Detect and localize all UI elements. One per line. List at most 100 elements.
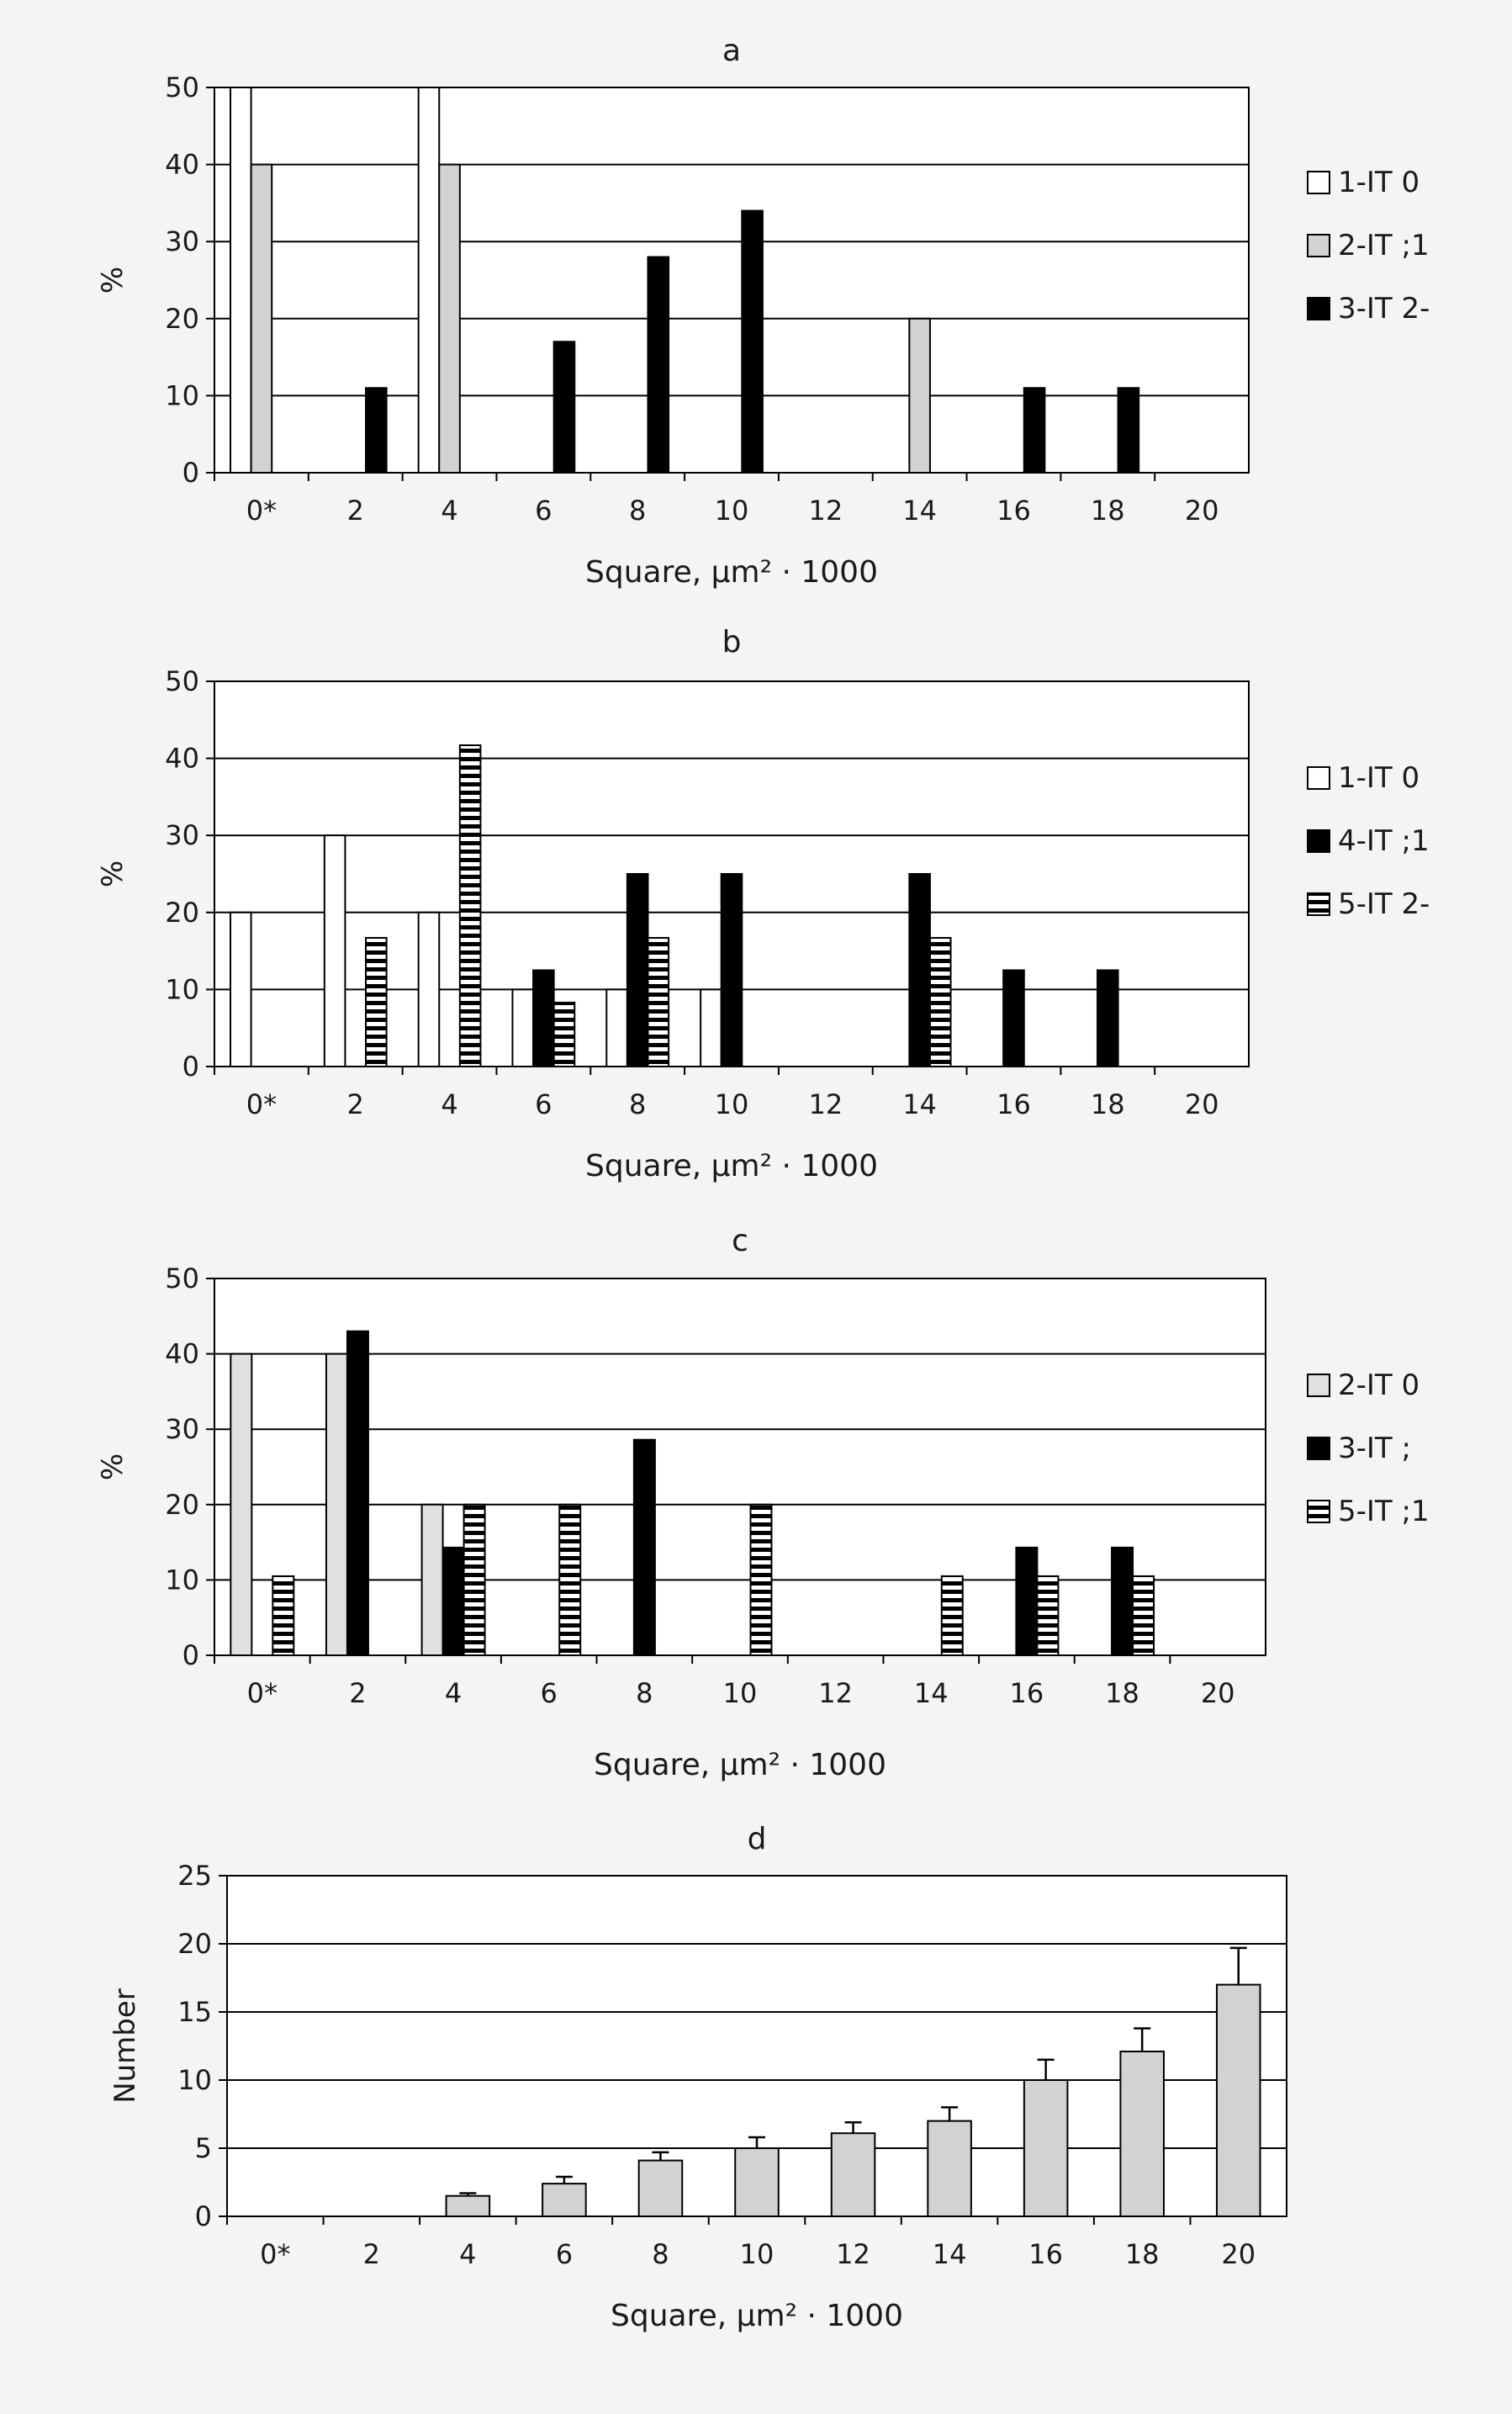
- x-tick-label: 4: [441, 1088, 457, 1120]
- x-tick-label: 2: [349, 1677, 366, 1709]
- y-axis-label: %: [96, 267, 130, 294]
- bar: [1132, 1575, 1155, 1657]
- y-tick-label: 50: [165, 1263, 199, 1294]
- x-tick-label: 4: [459, 2238, 476, 2270]
- bar: [605, 988, 628, 1068]
- bar: [1023, 387, 1046, 474]
- legend-swatch: [1307, 892, 1330, 916]
- x-tick-label: 14: [933, 2238, 967, 2270]
- x-tick-label: 0*: [246, 495, 277, 527]
- bar: [552, 341, 576, 474]
- legend-label: 3-IT 2-: [1338, 292, 1430, 326]
- legend-label: 4-IT ;1: [1338, 824, 1430, 858]
- chart-title: b: [722, 625, 742, 659]
- chart-title: a: [722, 34, 741, 68]
- y-tick-label: 0: [182, 1051, 199, 1083]
- bar: [441, 1546, 465, 1656]
- y-tick-label: 30: [165, 1413, 199, 1445]
- x-tick-label: 16: [997, 1088, 1031, 1120]
- x-axis-label: Square, µm² · 1000: [585, 555, 878, 590]
- plot-area: [214, 1278, 1266, 1656]
- bar: [417, 911, 441, 1068]
- y-tick-label: 10: [165, 973, 199, 1005]
- x-tick-label: 6: [535, 1088, 552, 1120]
- y-tick-label: 50: [165, 665, 199, 697]
- bar: [1119, 2050, 1165, 2217]
- bar: [741, 209, 764, 474]
- y-tick-label: 30: [165, 225, 199, 257]
- x-tick-label: 8: [652, 2238, 669, 2270]
- x-tick-label: 8: [629, 495, 646, 527]
- x-tick-label: 18: [1091, 1088, 1125, 1120]
- bar: [272, 1575, 295, 1657]
- chart-title: d: [748, 1822, 767, 1856]
- bar: [626, 873, 649, 1067]
- chart-panel-a: 0 10 20 30 40 50 0* 2 4 6 8 10 12 14 16 18 20 a Square, µm…: [96, 34, 1430, 590]
- bar: [438, 163, 461, 474]
- chart-panel-c: 0 10 20 30 40 50 0* 2 4 6 8 10 12 14 16 18 20 c Square, µm…: [96, 1224, 1430, 1782]
- bar: [230, 87, 252, 474]
- x-tick-label: 14: [902, 1088, 937, 1120]
- bar: [1215, 1983, 1261, 2218]
- y-tick-label: 10: [165, 1564, 199, 1596]
- x-tick-label: 18: [1125, 2238, 1160, 2270]
- y-tick-label: 5: [195, 2132, 212, 2164]
- bar: [632, 1438, 656, 1657]
- y-axis-label: %: [96, 1453, 130, 1480]
- y-tick-label: 50: [165, 71, 199, 103]
- x-tick-label: 16: [1028, 2238, 1063, 2270]
- x-axis-label: Square, µm² · 1000: [585, 1149, 878, 1183]
- x-tick-label: 4: [445, 1677, 462, 1709]
- legend-swatch: [1307, 1437, 1330, 1460]
- bar: [647, 256, 670, 474]
- x-tick-label: 14: [902, 495, 937, 527]
- bar: [1111, 1546, 1134, 1656]
- bar: [1096, 969, 1119, 1067]
- x-tick-label: 20: [1185, 495, 1219, 527]
- y-axis-label: %: [96, 860, 130, 887]
- x-tick-label: 16: [997, 495, 1031, 527]
- x-tick-label: 2: [363, 2238, 380, 2270]
- y-tick-label: 10: [165, 379, 199, 411]
- x-tick-label: 14: [914, 1677, 949, 1709]
- x-tick-label: 8: [629, 1088, 646, 1120]
- bar: [542, 2183, 587, 2218]
- bar: [346, 1330, 369, 1656]
- x-tick-label: 10: [723, 1677, 758, 1709]
- x-tick-label: 0*: [260, 2238, 290, 2270]
- bar: [749, 1503, 773, 1657]
- bar: [511, 988, 535, 1068]
- y-tick-label: 20: [177, 1928, 212, 1960]
- legend-swatch: [1307, 829, 1330, 853]
- bar: [365, 937, 388, 1067]
- y-tick-label: 20: [165, 1489, 199, 1521]
- x-axis-label: Square, µm² · 1000: [611, 2299, 903, 2333]
- x-tick-label: 12: [818, 1677, 853, 1709]
- bar: [532, 969, 555, 1067]
- bar: [734, 2147, 780, 2217]
- bar: [323, 834, 346, 1067]
- bar: [637, 2159, 684, 2218]
- x-tick-label: 8: [636, 1677, 653, 1709]
- x-tick-label: 6: [535, 495, 552, 527]
- x-tick-label: 12: [808, 1088, 843, 1120]
- chart-panel-b: 0 10 20 30 40 50 0* 2 4 6 8 10 12 14 16 18 20 b Square, µm…: [96, 625, 1430, 1183]
- bar: [463, 1503, 486, 1657]
- x-tick-label: 10: [715, 1088, 749, 1120]
- x-tick-label: 12: [836, 2238, 870, 2270]
- bar: [927, 2120, 972, 2218]
- legend-swatch: [1307, 1374, 1330, 1397]
- y-tick-label: 0: [182, 1639, 199, 1671]
- y-tick-label: 0: [182, 457, 199, 489]
- y-tick-label: 15: [177, 1996, 212, 2028]
- bar: [365, 387, 388, 474]
- legend-swatch: [1307, 766, 1330, 790]
- legend-label: 2-IT ;1: [1338, 229, 1430, 262]
- legend-swatch: [1307, 1500, 1330, 1523]
- legend-swatch: [1307, 297, 1330, 320]
- chart-title: c: [732, 1224, 748, 1258]
- y-tick-label: 20: [165, 897, 199, 929]
- x-tick-label: 2: [347, 495, 364, 527]
- y-tick-label: 25: [177, 1860, 212, 1892]
- legend-label: 1-IT 0: [1338, 166, 1419, 199]
